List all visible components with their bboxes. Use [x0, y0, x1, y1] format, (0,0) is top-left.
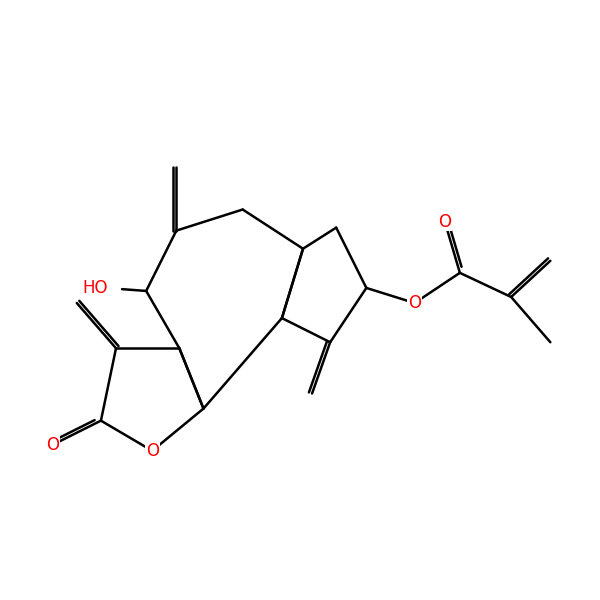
Text: O: O	[146, 442, 159, 460]
Text: HO: HO	[82, 279, 107, 297]
Text: O: O	[46, 436, 59, 454]
Text: O: O	[408, 294, 421, 312]
Text: O: O	[438, 212, 451, 230]
